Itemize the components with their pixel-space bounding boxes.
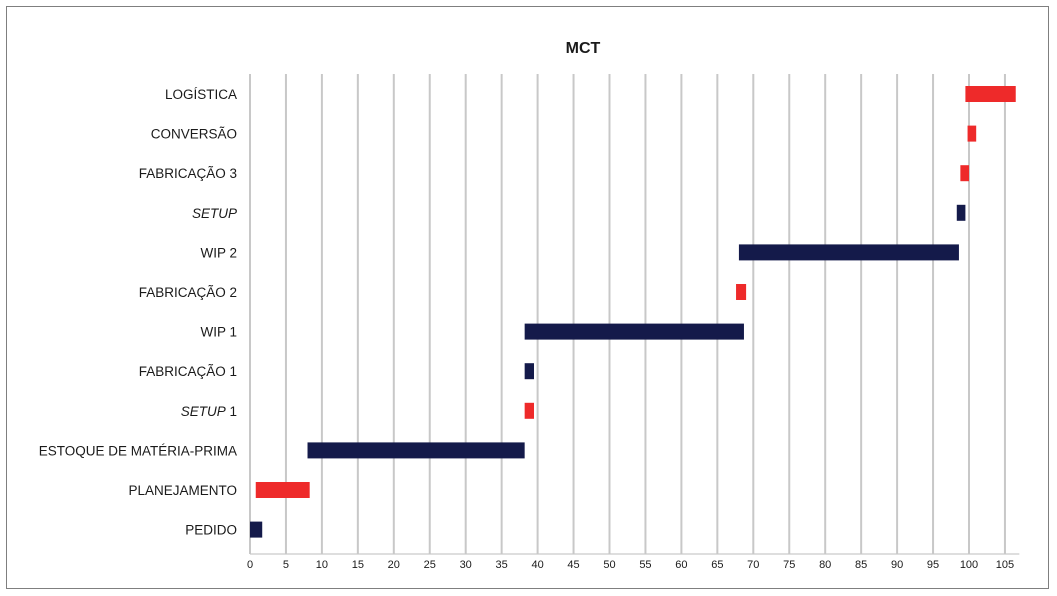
x-tick-label: 105 xyxy=(996,559,1014,571)
gantt-bar xyxy=(255,482,310,498)
gantt-bar xyxy=(956,204,966,221)
x-tick-label: 40 xyxy=(531,559,543,571)
chart-title: MCT xyxy=(566,40,601,57)
x-tick-label: 5 xyxy=(283,559,289,571)
category-label: PEDIDO xyxy=(185,523,237,538)
x-tick-label: 55 xyxy=(639,559,651,571)
gantt-bar xyxy=(960,165,969,182)
x-tick-label: 10 xyxy=(316,559,328,571)
category-label: CONVERSÃO xyxy=(151,127,237,142)
x-tick-label: 80 xyxy=(819,559,831,571)
category-label: WIP 2 xyxy=(200,245,237,260)
category-label: FABRICAÇÃO 2 xyxy=(139,285,237,300)
gantt-bar xyxy=(965,86,1016,102)
x-tick-label: 25 xyxy=(424,559,436,571)
category-label: LOGÍSTICA xyxy=(165,87,237,102)
category-label: WIP 1 xyxy=(200,325,237,340)
category-label: SETUP 1 xyxy=(181,404,237,419)
gantt-bar xyxy=(738,244,959,261)
x-tick-label: 45 xyxy=(567,559,579,571)
gantt-bar xyxy=(967,125,977,142)
gantt-bar xyxy=(307,442,525,459)
gantt-bar xyxy=(524,363,535,380)
grid-lines xyxy=(249,74,1020,555)
gantt-bar xyxy=(524,323,744,340)
category-label: FABRICAÇÃO 1 xyxy=(139,364,237,379)
x-tick-label: 65 xyxy=(711,559,723,571)
category-labels: LOGÍSTICA CONVERSÃO FABRICAÇÃO 3 SETUP WIP 2… xyxy=(39,87,237,538)
gantt-bar xyxy=(524,402,535,419)
x-tick-label: 85 xyxy=(855,559,867,571)
x-tick-label: 35 xyxy=(496,559,508,571)
x-tick-label: 70 xyxy=(747,559,759,571)
category-label: FABRICAÇÃO 3 xyxy=(139,166,237,181)
x-tick-labels: 0 5 10 15 20 25 30 35 40 45 50 55 60 65 70 75 80 85 90 95 10… xyxy=(247,559,1014,571)
x-tick-label: 90 xyxy=(891,559,903,571)
x-tick-label: 100 xyxy=(960,559,978,571)
x-tick-label: 20 xyxy=(388,559,400,571)
x-tick-label: 60 xyxy=(675,559,687,571)
x-tick-label: 15 xyxy=(352,559,364,571)
category-label: SETUP xyxy=(192,206,237,221)
gantt-bar xyxy=(736,284,747,300)
bars xyxy=(250,86,1016,538)
gantt-bar xyxy=(250,521,263,538)
chart-frame xyxy=(6,6,1049,589)
category-label: PLANEJAMENTO xyxy=(128,483,237,498)
x-tick-label: 95 xyxy=(927,559,939,571)
x-tick-label: 50 xyxy=(603,559,615,571)
x-tick-label: 0 xyxy=(247,559,253,571)
x-tick-label: 30 xyxy=(460,559,472,571)
x-tick-label: 75 xyxy=(783,559,795,571)
category-label: ESTOQUE DE MATÉRIA-PRIMA xyxy=(39,443,237,458)
